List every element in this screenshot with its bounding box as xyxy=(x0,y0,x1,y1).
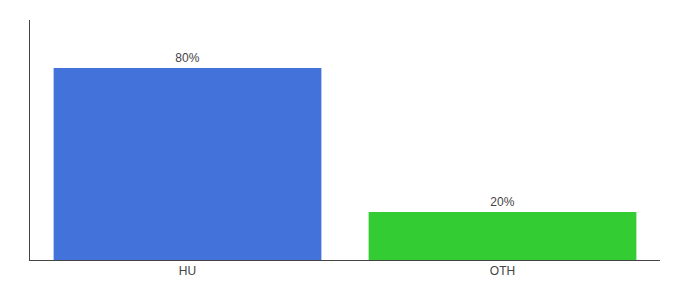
svg-text:80%: 80% xyxy=(175,51,199,65)
svg-text:HU: HU xyxy=(179,264,196,278)
svg-text:OTH: OTH xyxy=(490,264,515,278)
svg-text:20%: 20% xyxy=(490,195,514,209)
